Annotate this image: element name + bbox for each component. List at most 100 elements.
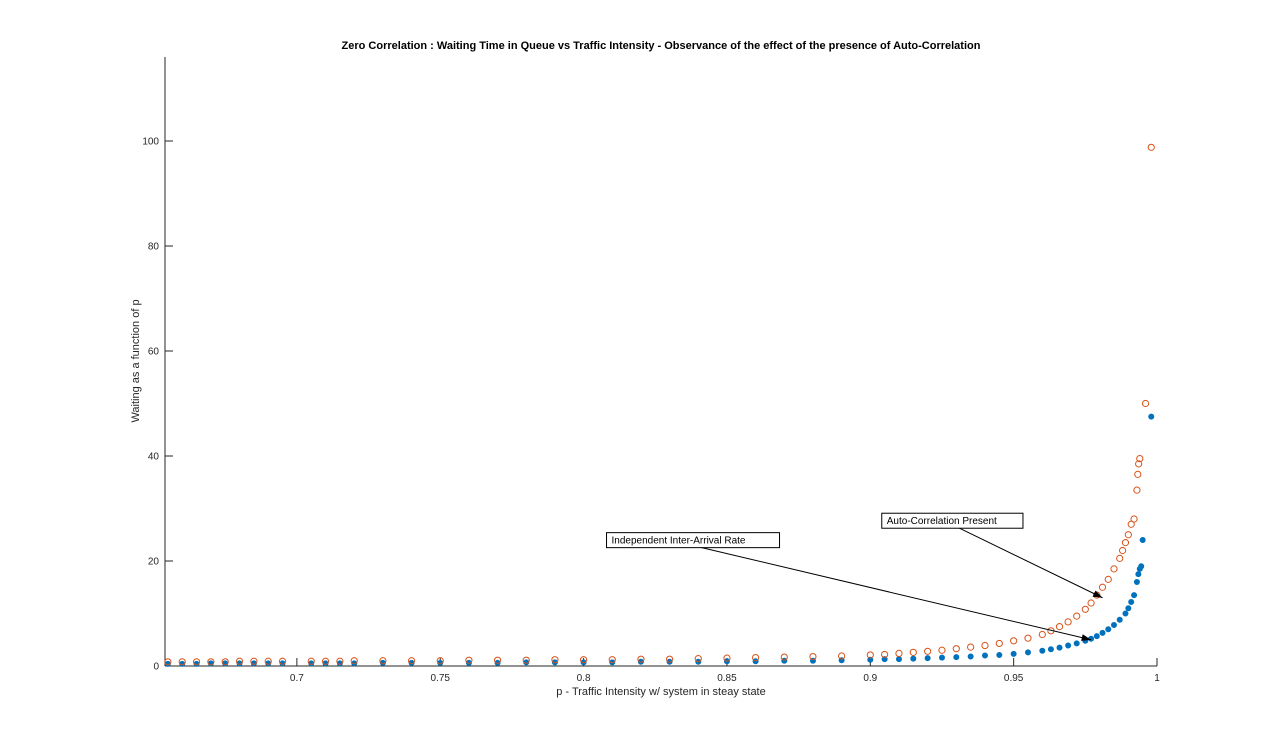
data-point-series-2 <box>1135 460 1143 468</box>
data-point-series-2 <box>981 641 989 650</box>
x-tick-label: 0.9 <box>863 673 877 684</box>
data-point-series-2 <box>465 656 473 664</box>
data-point-series-1 <box>1128 598 1135 605</box>
data-point-series-1 <box>967 653 974 660</box>
data-point-series-1 <box>1073 640 1080 647</box>
data-point-series-2 <box>1104 575 1112 583</box>
data-point-series-1 <box>1135 571 1142 578</box>
data-point-series-1 <box>867 656 874 663</box>
data-point-series-2 <box>321 657 330 665</box>
data-point-series-2 <box>235 657 244 665</box>
data-point-series-2 <box>207 658 215 666</box>
data-point-series-1 <box>1039 647 1046 654</box>
data-point-series-2 <box>1055 623 1064 631</box>
data-point-series-2 <box>1073 612 1081 620</box>
y-tick-label: 20 <box>148 557 160 568</box>
data-point-series-2 <box>1038 630 1046 639</box>
data-point-series-2 <box>1064 618 1072 626</box>
data-point-series-2 <box>1147 143 1155 151</box>
data-point-series-1 <box>881 656 888 663</box>
data-point-series-1 <box>1122 610 1129 617</box>
data-point-series-1 <box>996 651 1003 658</box>
x-tick-label: 0.85 <box>717 673 737 684</box>
data-point-series-2 <box>694 655 702 663</box>
data-point-series-2 <box>221 658 229 666</box>
annotation-box <box>606 532 781 549</box>
data-point-series-1 <box>1099 629 1106 636</box>
data-point-series-2 <box>1087 599 1095 607</box>
chart-title: Zero Correlation : Waiting Time in Queue… <box>342 40 981 52</box>
data-point-series-1 <box>1065 642 1072 649</box>
data-point-series-1 <box>938 654 945 661</box>
data-point-series-1 <box>1139 537 1146 544</box>
data-point-series-2 <box>192 658 201 666</box>
data-point-series-1 <box>981 652 988 659</box>
data-point-series-2 <box>379 657 387 665</box>
data-point-series-2 <box>264 657 272 665</box>
data-point-series-2 <box>909 648 917 656</box>
data-point-series-1 <box>1125 605 1132 612</box>
data-point-series-2 <box>1118 546 1127 555</box>
data-point-series-1 <box>1024 649 1031 656</box>
data-point-series-2 <box>967 643 975 651</box>
data-point-series-2 <box>666 655 674 663</box>
data-point-series-2 <box>1110 565 1118 573</box>
data-point-series-1 <box>910 655 917 662</box>
y-tick-label: 0 <box>153 662 159 673</box>
y-tick-label: 80 <box>148 242 160 253</box>
data-point-series-2 <box>1010 637 1018 645</box>
data-point-series-2 <box>1124 531 1132 539</box>
annotation-arrowhead <box>1081 634 1092 641</box>
data-point-series-1 <box>1093 633 1100 640</box>
data-point-series-1 <box>1105 626 1112 633</box>
data-point-series-2 <box>1116 554 1124 562</box>
data-point-series-2 <box>723 654 731 662</box>
y-ticks: 0 20 40 60 80 100 <box>142 137 173 673</box>
annotations: Independent Inter-Arrival Rate Auto-Corre… <box>606 512 1103 641</box>
data-point-series-2 <box>493 656 502 664</box>
y-tick-label: 100 <box>142 137 159 148</box>
data-point-series-1 <box>1056 644 1063 651</box>
data-point-series-2 <box>938 646 946 654</box>
annotation-arrowhead <box>1092 590 1103 598</box>
data-point-series-2 <box>436 657 444 665</box>
data-point-series-1 <box>895 656 902 663</box>
data-point-series-2 <box>1134 470 1142 478</box>
data-point-series-1 <box>1133 579 1140 586</box>
data-point-series-2 <box>1121 539 1130 547</box>
data-point-series-2 <box>522 656 530 664</box>
data-point-series-2 <box>1130 515 1138 523</box>
data-point-series-2 <box>1133 486 1141 494</box>
x-tick-label: 0.8 <box>577 673 591 684</box>
data-point-series-2 <box>407 657 416 665</box>
data-point-series-2 <box>278 657 287 665</box>
data-point-series-1 <box>1110 622 1117 629</box>
data-point-series-2 <box>1136 455 1144 463</box>
data-point-series-1 <box>1116 616 1123 623</box>
data-point-series-2 <box>336 657 344 665</box>
data-point-series-2 <box>250 657 258 665</box>
data-point-series-2 <box>164 658 172 666</box>
data-point-series-1 <box>1138 563 1145 570</box>
data-point-series-1 <box>953 654 960 661</box>
data-point-series-2 <box>307 657 315 665</box>
annotation-text: Independent Inter-Arrival Rate <box>612 536 746 547</box>
data-points <box>164 143 1155 667</box>
data-point-series-2 <box>995 639 1003 648</box>
data-point-series-2 <box>608 656 616 664</box>
data-point-series-2 <box>637 655 645 663</box>
data-point-series-2 <box>838 652 846 660</box>
x-axis-label: p - Traffic Intensity w/ system in steay… <box>556 686 765 698</box>
data-point-series-2 <box>924 647 932 655</box>
data-point-series-1 <box>752 658 759 665</box>
data-point-series-1 <box>1148 413 1155 420</box>
data-point-series-2 <box>350 657 358 665</box>
data-point-series-2 <box>178 658 186 666</box>
annotation-text: Auto-Correlation Present <box>887 516 997 527</box>
data-point-series-1 <box>1010 650 1017 657</box>
data-point-series-2 <box>866 651 874 659</box>
data-point-series-2 <box>952 645 960 653</box>
y-axis-label: Waiting as a function of p <box>130 299 142 422</box>
annotation-box <box>881 512 1024 529</box>
